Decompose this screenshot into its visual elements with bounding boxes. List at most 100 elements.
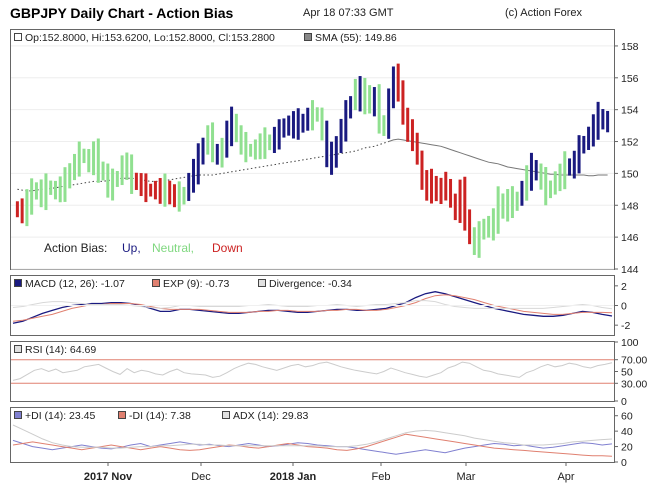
price-bar <box>410 119 414 152</box>
price-bar <box>111 168 115 201</box>
price-bar <box>96 138 100 183</box>
rsi-series-line <box>12 361 613 381</box>
price-bar <box>82 148 86 164</box>
price-bar <box>510 186 514 219</box>
macd-y-tick-label: 2 <box>621 281 627 293</box>
price-bar <box>39 179 43 208</box>
price-bar <box>487 215 491 238</box>
divergence-legend: Divergence: -0.34 <box>269 278 352 290</box>
price-bar <box>444 171 448 201</box>
price-bar <box>296 108 300 140</box>
price-bar <box>496 186 500 234</box>
price-bar <box>258 133 262 160</box>
price-bar <box>149 183 153 197</box>
bias-legend-up: Up, <box>122 241 141 255</box>
pdi-legend-icon <box>14 411 22 419</box>
price-bar <box>520 180 524 206</box>
price-bar <box>49 180 53 195</box>
divergence-legend-icon <box>258 279 266 287</box>
price-bar <box>453 193 457 221</box>
price-bar <box>401 80 405 125</box>
price-bar <box>34 182 38 200</box>
price-bar <box>168 180 172 205</box>
price-bar <box>63 167 67 202</box>
price-bar <box>558 163 562 192</box>
price-bar <box>244 131 248 163</box>
price-bar <box>144 173 148 203</box>
dmi-series-line <box>12 433 613 457</box>
timestamp: Apr 18 07:33 GMT <box>303 7 394 19</box>
price-bar <box>230 106 234 147</box>
price-bar <box>187 172 191 201</box>
price-bar <box>601 109 605 130</box>
price-bar <box>377 84 381 134</box>
price-bar <box>239 125 243 155</box>
dmi-panel-frame <box>10 407 615 463</box>
price-bar <box>582 135 586 154</box>
price-y-tick-label: 154 <box>621 105 639 117</box>
price-bar <box>325 120 329 168</box>
macd-series-line <box>12 300 613 310</box>
price-bar <box>139 173 143 197</box>
sma-legend-icon <box>304 33 312 41</box>
price-bar <box>501 193 505 219</box>
price-bar <box>563 151 567 190</box>
rsi-panel-frame <box>10 341 615 402</box>
price-bar <box>263 127 267 159</box>
price-bar <box>315 107 319 122</box>
dmi-series-line <box>12 424 613 449</box>
macd-series-line <box>12 294 613 322</box>
price-bar <box>529 152 533 191</box>
price-bar <box>472 227 476 255</box>
price-bar <box>358 76 362 112</box>
price-bar <box>92 141 96 176</box>
price-bar <box>153 180 157 200</box>
price-bar <box>163 173 167 207</box>
price-bar <box>339 118 343 154</box>
price-bar <box>587 126 591 150</box>
price-bar <box>306 107 310 131</box>
adx-legend-icon <box>222 411 230 419</box>
bias-legend-down: Down <box>212 241 243 255</box>
price-bar <box>458 179 462 223</box>
mdi-legend: -DI (14): 7.38 <box>129 410 191 422</box>
x-tick-label: 2018 Jan <box>270 471 317 483</box>
price-bar <box>506 189 510 222</box>
rsi-y-tick-label: 30.00 <box>621 378 647 390</box>
price-bar <box>387 88 391 139</box>
price-bar <box>282 118 286 138</box>
macd-legend: MACD (12, 26): -1.07 <box>25 278 125 290</box>
ohlc-legend: Op:152.8000, Hi:153.6200, Lo:152.8000, C… <box>25 32 275 44</box>
price-bar <box>301 113 305 133</box>
price-bar <box>220 137 224 168</box>
price-bar <box>577 135 581 174</box>
price-bar <box>225 120 229 158</box>
rsi-y-tick-label: 70.00 <box>621 355 647 367</box>
rsi-legend-icon <box>14 345 22 353</box>
x-tick-label: Feb <box>372 471 391 483</box>
price-bar <box>430 168 433 204</box>
price-bar <box>268 134 272 151</box>
price-bar <box>420 150 424 190</box>
price-bar <box>15 201 19 218</box>
price-bar <box>73 153 76 181</box>
price-bar <box>396 63 400 102</box>
price-y-tick-label: 148 <box>621 200 639 212</box>
price-bar <box>215 143 219 165</box>
price-bar <box>439 177 443 204</box>
price-bar <box>368 85 372 114</box>
price-bar <box>277 119 281 150</box>
price-bar <box>372 87 376 117</box>
x-tick-label: 2017 Nov <box>84 471 133 483</box>
price-bar <box>115 171 119 187</box>
price-bar <box>344 100 348 142</box>
price-bar <box>172 184 176 208</box>
exp-legend: EXP (9): -0.73 <box>163 278 229 290</box>
price-y-tick-label: 146 <box>621 232 639 244</box>
price-bar <box>234 113 238 143</box>
dmi-y-tick-label: 40 <box>621 426 633 438</box>
price-bar <box>482 218 486 240</box>
price-bar <box>515 191 519 211</box>
price-bar <box>311 100 314 131</box>
price-bar <box>20 198 24 224</box>
